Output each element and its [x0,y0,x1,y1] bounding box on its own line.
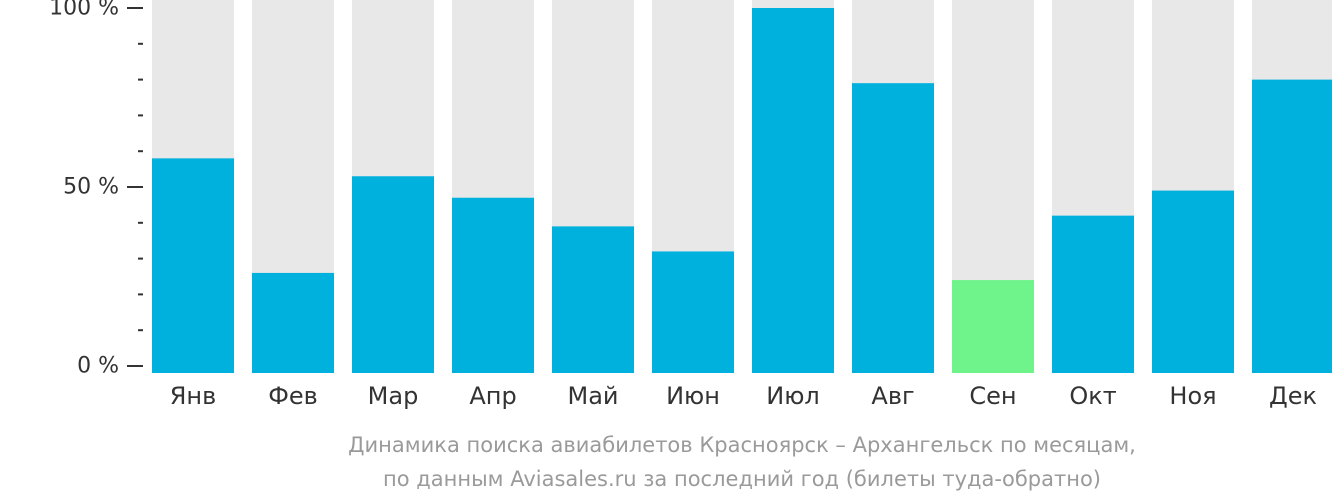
bar [952,280,1034,373]
bar [352,176,434,373]
bar [252,272,334,373]
x-tick-label: Дек [1269,382,1317,410]
bars [152,0,1332,374]
bar [852,83,934,374]
bar [452,197,534,373]
chart-caption-line-2: по данным Aviasales.ru за последний год … [383,467,1101,491]
bar [1052,215,1134,373]
bar [552,226,634,373]
x-tick-label: Мар [368,382,419,410]
x-tick-label: Май [567,382,618,410]
bar [1252,79,1332,373]
y-tick-label: 100 % [49,0,119,21]
y-tick-label: 0 % [77,354,119,379]
x-tick-label: Июн [666,382,720,410]
bar [652,251,734,373]
x-tick-label: Сен [969,382,1016,410]
y-tick-label: 50 % [63,175,119,200]
x-tick-label: Янв [170,382,217,410]
x-tick-label: Апр [469,382,516,410]
x-tick-label: Авг [871,382,914,410]
bar [1152,190,1234,373]
bar [152,158,234,373]
bar [752,8,834,373]
x-tick-label: Ноя [1169,382,1216,410]
x-tick-label: Фев [268,382,318,410]
chart-caption-line-1: Динамика поиска авиабилетов Красноярск –… [348,433,1136,457]
x-axis: Янв Фев Мар Апр Май Июн Июл Авг Сен Окт Ноя Дек [170,382,1317,410]
x-tick-label: Окт [1069,382,1116,410]
x-tick-label: Июл [766,382,820,410]
y-axis: 100 % 50 % 0 % [49,0,143,379]
